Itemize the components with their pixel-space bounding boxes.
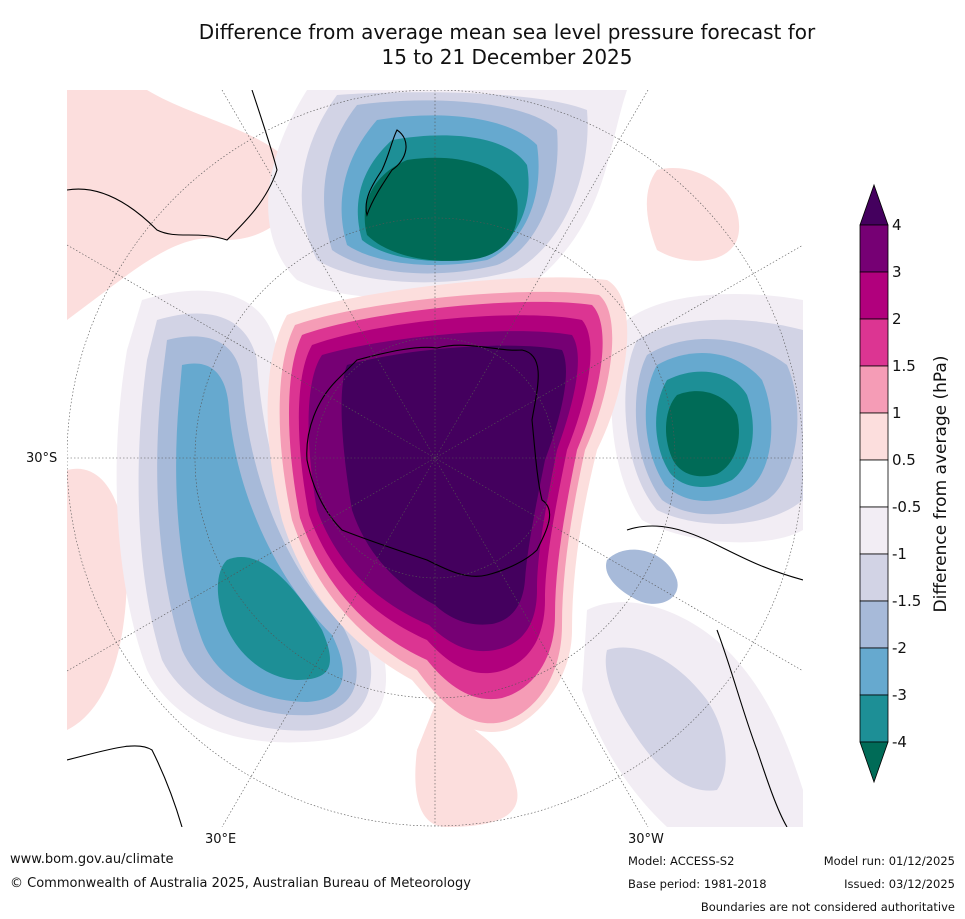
colorbar-tick-label: 4 [892,216,902,234]
colorbar-extend-max [859,183,889,226]
negative-anomaly-west-lvl5 [217,557,330,680]
footer-model-run: Model run: 01/12/2025 [823,854,955,868]
colorbar-bin [859,647,889,696]
colorbar-title: Difference from average (hPa) [931,355,951,613]
colorbar-bin [859,412,889,461]
negative-anomaly-north-core [364,157,518,261]
colorbar-tick-label: 1 [892,404,902,422]
negative-anomaly-east-core [665,391,739,477]
antarctica-coastline [306,344,551,577]
colorbar-tick-label: 0.5 [892,451,916,469]
anomaly-map [67,90,803,827]
title-line-2: 15 to 21 December 2025 [381,45,633,69]
colorbar-bin [859,506,889,555]
positive-anomaly-australia-region [67,90,299,320]
footer-disclaimer: Boundaries are not considered authoritat… [700,900,955,914]
pressure-anomaly-contours [67,90,803,827]
colorbar-bin [859,694,889,743]
colorbar-tick-label: 1.5 [892,357,916,375]
positive-anomaly-tail [415,700,518,827]
colorbar-tick-label: -3 [892,686,907,704]
footer-copyright: © Commonwealth of Australia 2025, Austra… [10,876,471,891]
map-panel [67,90,803,827]
footer-website[interactable]: www.bom.gov.au/climate [10,852,174,867]
colorbar-bin [859,459,889,508]
positive-anomaly-east [646,168,740,261]
chart-title: Difference from average mean sea level p… [0,20,965,70]
colorbar: 4 3 2 1.5 1 0.5 -0.5 -1 -1.5 -2 -3 -4 [859,183,921,784]
colorbar-tick-label: -1 [892,545,907,563]
colorbar-bin [859,553,889,602]
graticule-label-30e: 30°E [205,832,237,847]
negative-anomaly-east-lobe [606,549,678,604]
positive-anomaly-antarctica-core [341,345,566,625]
south-america-west-coast [716,629,788,827]
footer-base-period: Base period: 1981-2018 [628,877,767,891]
footer-issued: Issued: 03/12/2025 [844,877,955,891]
colorbar-extend-min [859,741,889,784]
graticule-label-30s: 30°S [26,451,58,466]
colorbar-bin [859,318,889,367]
colorbar-bin [859,600,889,649]
colorbar-tick-label: 3 [892,263,902,281]
colorbar-tick-label: 2 [892,310,902,328]
graticule-label-30w: 30°W [628,832,664,847]
colorbar-bin [859,365,889,414]
africa-coastline [67,745,183,827]
coastlines [67,90,803,827]
colorbar-tick-label: -2 [892,639,907,657]
colorbar-tick-label: -4 [892,733,907,751]
colorbar-ticks: 4 3 2 1.5 1 0.5 -0.5 -1 -1.5 -2 -3 -4 [892,216,921,751]
colorbar-tick-label: -0.5 [892,498,921,516]
title-line-1: Difference from average mean sea level p… [198,20,816,44]
negative-anomaly-southeast-inner [605,647,726,791]
colorbar-bin [859,224,889,273]
new-zealand-coastline [365,129,407,217]
australia-coastline [67,90,278,241]
south-america-coastline [626,525,803,581]
colorbar-bin [859,271,889,320]
footer-model: Model: ACCESS-S2 [628,854,735,868]
graticule [67,90,803,827]
positive-anomaly-west [67,468,127,730]
colorbar-tick-label: -1.5 [892,592,921,610]
colorbar-bins [859,183,889,784]
